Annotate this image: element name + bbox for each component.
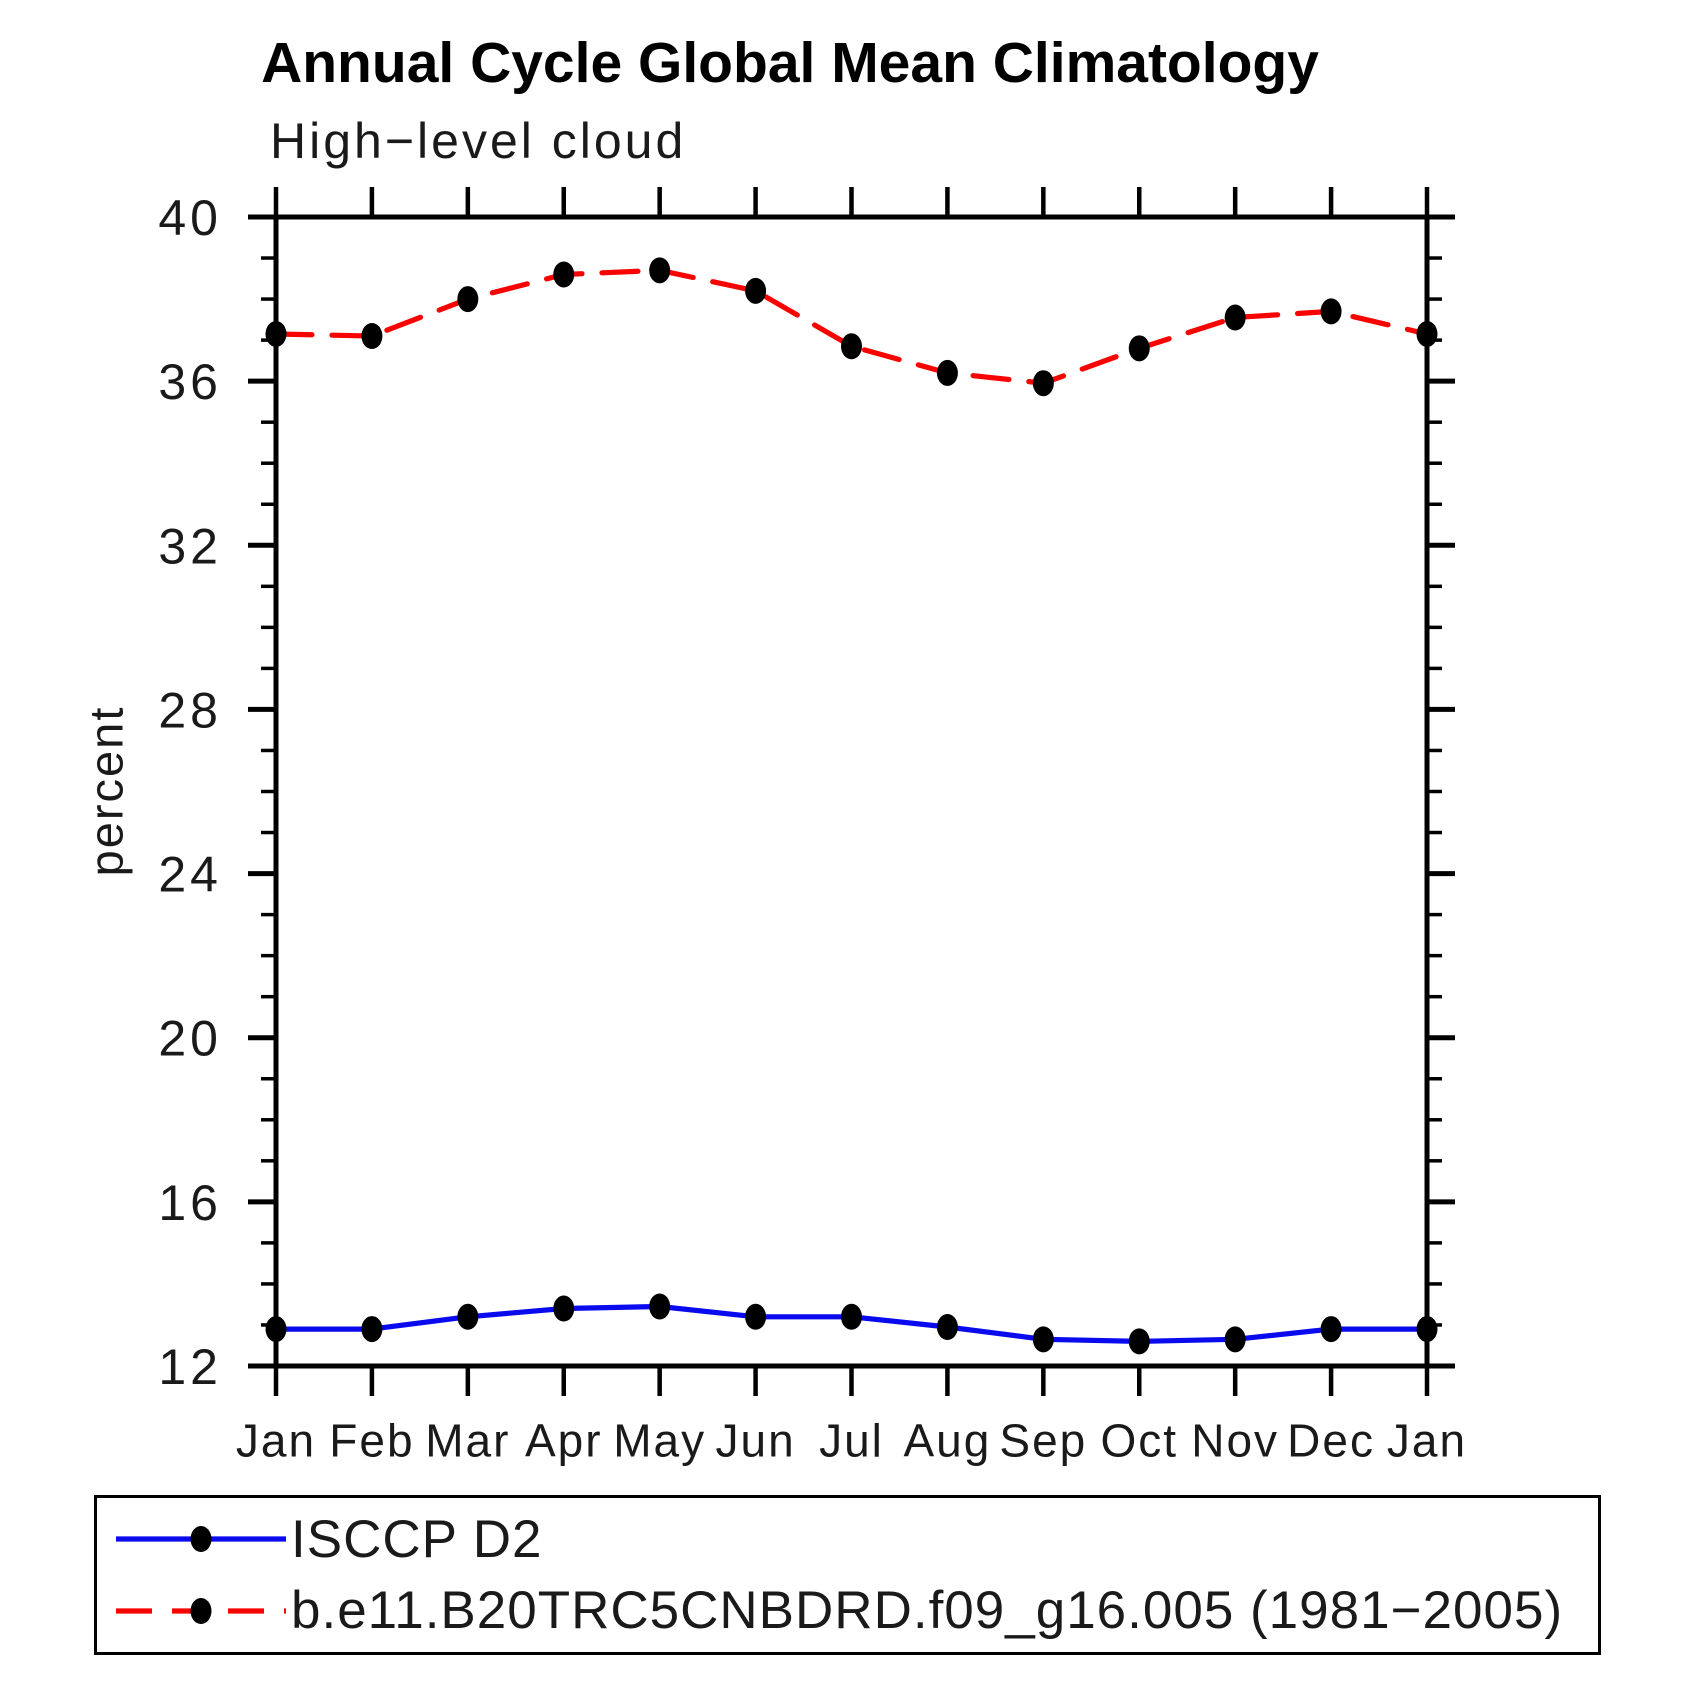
y-tick-label: 20 bbox=[158, 1011, 222, 1067]
x-tick-label: Jan bbox=[1387, 1415, 1467, 1467]
data-point-marker bbox=[649, 257, 671, 284]
y-tick-label: 12 bbox=[158, 1339, 222, 1395]
data-point-marker bbox=[1320, 298, 1342, 325]
plot-frame bbox=[273, 214, 1430, 1369]
data-point-marker bbox=[745, 277, 767, 304]
data-point-marker bbox=[649, 1293, 671, 1320]
legend-line-sample-dashed bbox=[116, 1597, 286, 1624]
data-point-marker bbox=[265, 320, 287, 347]
data-point-marker bbox=[361, 323, 383, 350]
series-markers-1 bbox=[265, 257, 1438, 397]
legend-label: b.e11.B20TRC5CNBDRD.f09_g16.005 (1981−20… bbox=[291, 1581, 1564, 1641]
y-tick-label: 32 bbox=[158, 518, 222, 574]
x-tick-label: Jan bbox=[236, 1415, 316, 1467]
data-point-marker bbox=[936, 1314, 958, 1341]
x-axis-ticks: Jan Feb Mar Apr May Jun Jul Aug Sep Oct Nov Dec Jan bbox=[236, 187, 1467, 1467]
x-tick-label: Aug bbox=[903, 1415, 991, 1467]
data-point-marker bbox=[841, 333, 862, 360]
y-tick-label: 24 bbox=[158, 847, 222, 903]
data-point-marker bbox=[1032, 370, 1054, 397]
data-point-marker bbox=[361, 1316, 383, 1343]
data-point-marker bbox=[457, 1303, 479, 1330]
x-tick-label: Jul bbox=[819, 1415, 884, 1467]
legend: ISCCP D2 b.e11.B20TRC5CNBDRD.f09_g16.005… bbox=[94, 1495, 1601, 1655]
x-tick-label: Nov bbox=[1191, 1415, 1279, 1467]
data-point-marker bbox=[1416, 320, 1438, 347]
x-tick-label: Sep bbox=[999, 1415, 1087, 1467]
data-point-marker bbox=[1224, 304, 1246, 331]
data-point-marker bbox=[265, 1316, 287, 1343]
data-point-marker bbox=[457, 286, 479, 313]
data-point-marker bbox=[553, 261, 575, 288]
data-point-marker bbox=[841, 1303, 862, 1330]
x-tick-label: Mar bbox=[425, 1415, 510, 1467]
legend-sample-marker bbox=[190, 1526, 212, 1553]
x-tick-label: May bbox=[613, 1415, 706, 1467]
data-point-marker bbox=[1128, 335, 1150, 362]
x-tick-label: Feb bbox=[329, 1415, 414, 1467]
y-tick-label: 40 bbox=[158, 190, 222, 246]
legend-item-model: b.e11.B20TRC5CNBDRD.f09_g16.005 (1981−20… bbox=[113, 1580, 1598, 1641]
legend-sample-marker bbox=[190, 1597, 212, 1624]
x-tick-label: Dec bbox=[1287, 1415, 1375, 1467]
data-point-marker bbox=[1416, 1316, 1438, 1343]
x-tick-label: Jun bbox=[715, 1415, 795, 1467]
data-point-marker bbox=[936, 359, 958, 386]
y-tick-label: 28 bbox=[158, 682, 222, 738]
data-point-marker bbox=[1224, 1326, 1246, 1353]
series-line-1 bbox=[273, 267, 1430, 386]
legend-item-isccp: ISCCP D2 bbox=[113, 1509, 1598, 1570]
y-axis-ticks: 12 16 20 24 28 32 36 40 bbox=[158, 190, 1455, 1395]
series-markers-0 bbox=[265, 1293, 1438, 1355]
y-tick-label: 36 bbox=[158, 354, 222, 410]
chart-subtitle: High−level cloud bbox=[270, 113, 687, 169]
x-tick-label: Apr bbox=[525, 1415, 603, 1467]
data-point-marker bbox=[1032, 1326, 1054, 1353]
legend-line-sample-solid bbox=[116, 1526, 286, 1553]
y-tick-label: 16 bbox=[158, 1175, 222, 1231]
legend-label: ISCCP D2 bbox=[291, 1509, 543, 1569]
data-point-marker bbox=[745, 1303, 767, 1330]
chart-title: Annual Cycle Global Mean Climatology bbox=[261, 31, 1319, 95]
x-tick-label: Oct bbox=[1100, 1415, 1178, 1467]
data-point-marker bbox=[553, 1295, 575, 1322]
data-point-marker bbox=[1320, 1316, 1342, 1343]
data-point-marker bbox=[1128, 1328, 1150, 1355]
